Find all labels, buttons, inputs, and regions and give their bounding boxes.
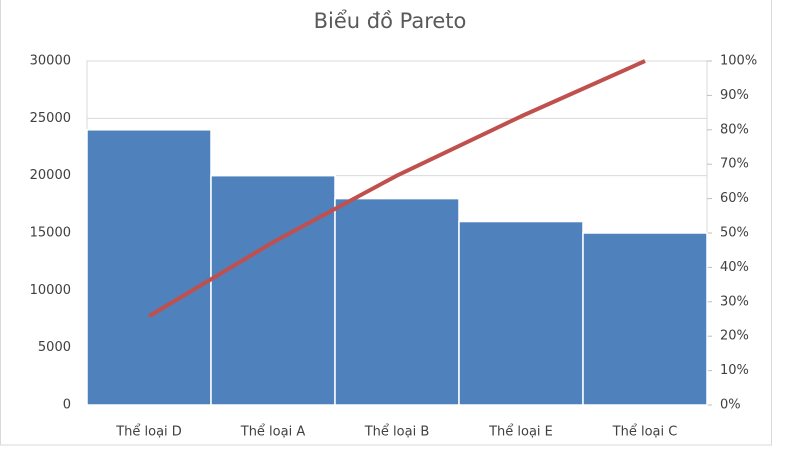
cumulative-line — [147, 59, 646, 318]
y2-tick-label: 30% — [720, 294, 749, 309]
x-tick-label: Thể loại A — [240, 425, 306, 440]
y2-tick-label: 10% — [720, 363, 749, 378]
bar — [86, 129, 212, 406]
x-tick-label: Thể loại D — [115, 425, 182, 440]
y-tick-label: 0 — [63, 398, 71, 413]
y2-tick-label: 40% — [720, 260, 749, 275]
chart-title: Biểu đồ Pareto — [314, 9, 467, 33]
bar — [210, 174, 336, 406]
y-tick-label: 30000 — [30, 54, 71, 69]
y-tick-label: 15000 — [30, 226, 71, 241]
chart-border — [0, 0, 772, 446]
y2-tick-label: 70% — [720, 157, 749, 172]
y-tick-label: 20000 — [30, 168, 71, 183]
y2-tick-label: 0% — [720, 398, 741, 413]
y2-tick-label: 90% — [720, 88, 749, 103]
x-tick-label: Thể loại B — [364, 425, 430, 440]
y2-tick-label: 80% — [720, 122, 749, 137]
y2-tick-label: 100% — [720, 54, 757, 69]
y2-tick-label: 60% — [720, 191, 749, 206]
y-tick-label: 5000 — [38, 340, 71, 355]
bar — [334, 197, 460, 406]
y-tick-label: 25000 — [30, 111, 71, 126]
x-tick-label: Thể loại C — [612, 425, 678, 440]
y2-tick-label: 20% — [720, 329, 749, 344]
x-tick-label: Thể loại E — [488, 425, 553, 440]
bar — [582, 232, 708, 406]
bar — [458, 220, 584, 406]
y-tick-label: 10000 — [30, 283, 71, 298]
y2-tick-label: 50% — [720, 226, 749, 241]
